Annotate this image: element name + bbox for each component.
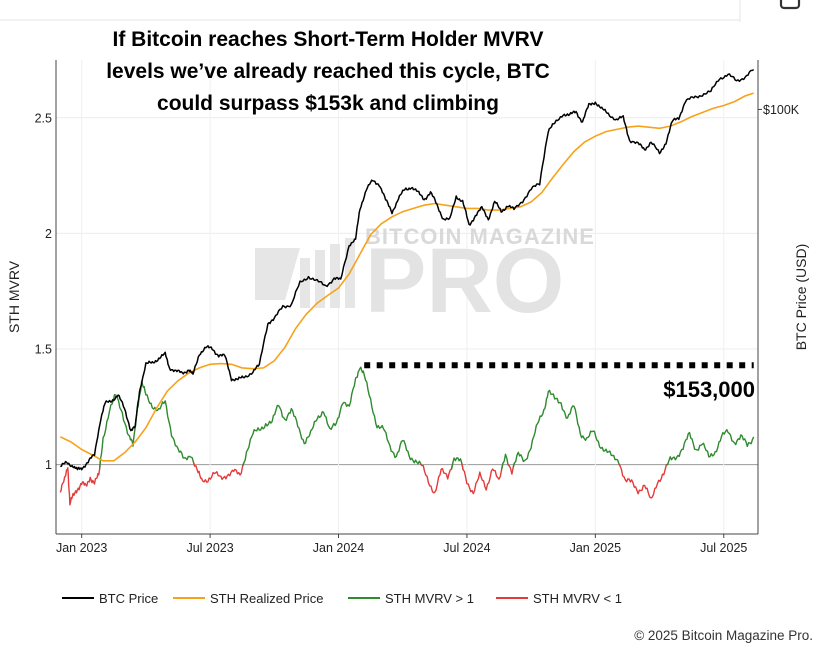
plot-area — [56, 60, 758, 534]
x-tick-label: Jan 2023 — [56, 541, 107, 555]
mvrv-below-segment — [192, 461, 245, 483]
y-tick-label: 2 — [45, 227, 52, 241]
watermark-pro-text: PRO — [365, 230, 564, 332]
chart-title-line-3: could surpass $153k and climbing — [157, 92, 499, 115]
legend: BTC Price STH Realized Price STH MVRV > … — [62, 591, 622, 606]
legend-item-btc-price[interactable]: BTC Price — [62, 591, 158, 606]
y-tick-label: 1 — [45, 458, 52, 472]
x-tick-label: Jul 2024 — [443, 541, 490, 555]
mvrv-above-segment — [450, 457, 464, 470]
copyright-text: © 2025 Bitcoin Magazine Pro. — [634, 628, 813, 643]
gridlines — [56, 60, 758, 534]
mvrv-above-segment — [241, 366, 423, 467]
right-tick-label: $100K — [763, 103, 800, 117]
mvrv-above-segment — [666, 429, 755, 466]
axis-ticks: 1 1.5 2 2.5 $100K Jan 2023 Jul 2023 Jan 2024 Jul… — [35, 103, 800, 555]
legend-item-sth-mvrv-above[interactable]: STH MVRV > 1 — [348, 591, 474, 606]
btc-price-line — [60, 68, 755, 471]
chart-title-line-2: levels we’ve already reached this cycle,… — [106, 60, 550, 83]
watermark: BITCOIN MAGAZINE PRO — [255, 224, 595, 332]
x-tick-label: Jan 2025 — [570, 541, 621, 555]
mvrv-below-segment — [461, 463, 504, 495]
mvrv-below-segment — [59, 458, 102, 506]
legend-label-sth-mvrv-above: STH MVRV > 1 — [385, 591, 474, 606]
y-tick-label: 1.5 — [35, 343, 52, 357]
legend-label-btc-price: BTC Price — [99, 591, 158, 606]
target-price-label: $153,000 — [663, 377, 755, 402]
series-layer — [59, 68, 755, 506]
right-axis-title: BTC Price (USD) — [793, 244, 809, 351]
x-tick-label: Jul 2023 — [186, 541, 233, 555]
legend-item-sth-mvrv-below[interactable]: STH MVRV < 1 — [496, 591, 622, 606]
left-axis-title: STH MVRV — [6, 260, 22, 333]
x-tick-label: Jul 2025 — [700, 541, 747, 555]
y-tick-label: 2.5 — [35, 111, 52, 125]
mvrv-above-segment — [99, 380, 196, 469]
chart-title-line-1: If Bitcoin reaches Short-Term Holder MVR… — [113, 28, 544, 51]
sth-realized-price-line — [59, 92, 754, 462]
chart-title: If Bitcoin reaches Short-Term Holder MVR… — [106, 28, 550, 115]
x-tick-label: Jan 2024 — [313, 541, 364, 555]
legend-label-sth-realized-price: STH Realized Price — [210, 591, 323, 606]
mvrv-below-segment — [618, 463, 668, 499]
watermark-brand-text: BITCOIN MAGAZINE — [365, 224, 595, 249]
legend-item-sth-realized-price[interactable]: STH Realized Price — [173, 591, 323, 606]
mvrv-above-segment — [512, 389, 621, 468]
corner-icon[interactable] — [779, 0, 801, 10]
mvrv-below-segment — [420, 462, 454, 494]
legend-label-sth-mvrv-below: STH MVRV < 1 — [533, 591, 622, 606]
